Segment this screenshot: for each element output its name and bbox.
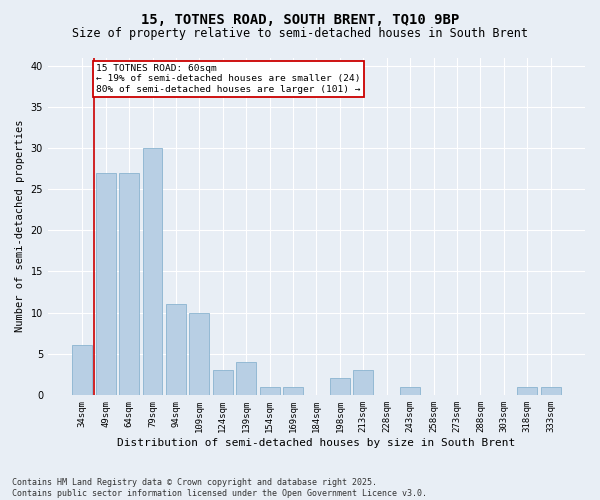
- Bar: [96, 172, 116, 395]
- Bar: [73, 346, 92, 395]
- Y-axis label: Number of semi-detached properties: Number of semi-detached properties: [15, 120, 25, 332]
- Bar: [541, 386, 560, 395]
- Bar: [400, 386, 420, 395]
- Bar: [190, 312, 209, 395]
- Bar: [119, 172, 139, 395]
- Bar: [283, 386, 303, 395]
- Bar: [353, 370, 373, 395]
- Bar: [260, 386, 280, 395]
- Bar: [236, 362, 256, 395]
- Text: 15, TOTNES ROAD, SOUTH BRENT, TQ10 9BP: 15, TOTNES ROAD, SOUTH BRENT, TQ10 9BP: [141, 12, 459, 26]
- X-axis label: Distribution of semi-detached houses by size in South Brent: Distribution of semi-detached houses by …: [118, 438, 515, 448]
- Text: 15 TOTNES ROAD: 60sqm
← 19% of semi-detached houses are smaller (24)
80% of semi: 15 TOTNES ROAD: 60sqm ← 19% of semi-deta…: [96, 64, 361, 94]
- Bar: [143, 148, 163, 395]
- Text: Size of property relative to semi-detached houses in South Brent: Size of property relative to semi-detach…: [72, 28, 528, 40]
- Bar: [517, 386, 537, 395]
- Bar: [330, 378, 350, 395]
- Text: Contains HM Land Registry data © Crown copyright and database right 2025.
Contai: Contains HM Land Registry data © Crown c…: [12, 478, 427, 498]
- Bar: [213, 370, 233, 395]
- Bar: [166, 304, 186, 395]
